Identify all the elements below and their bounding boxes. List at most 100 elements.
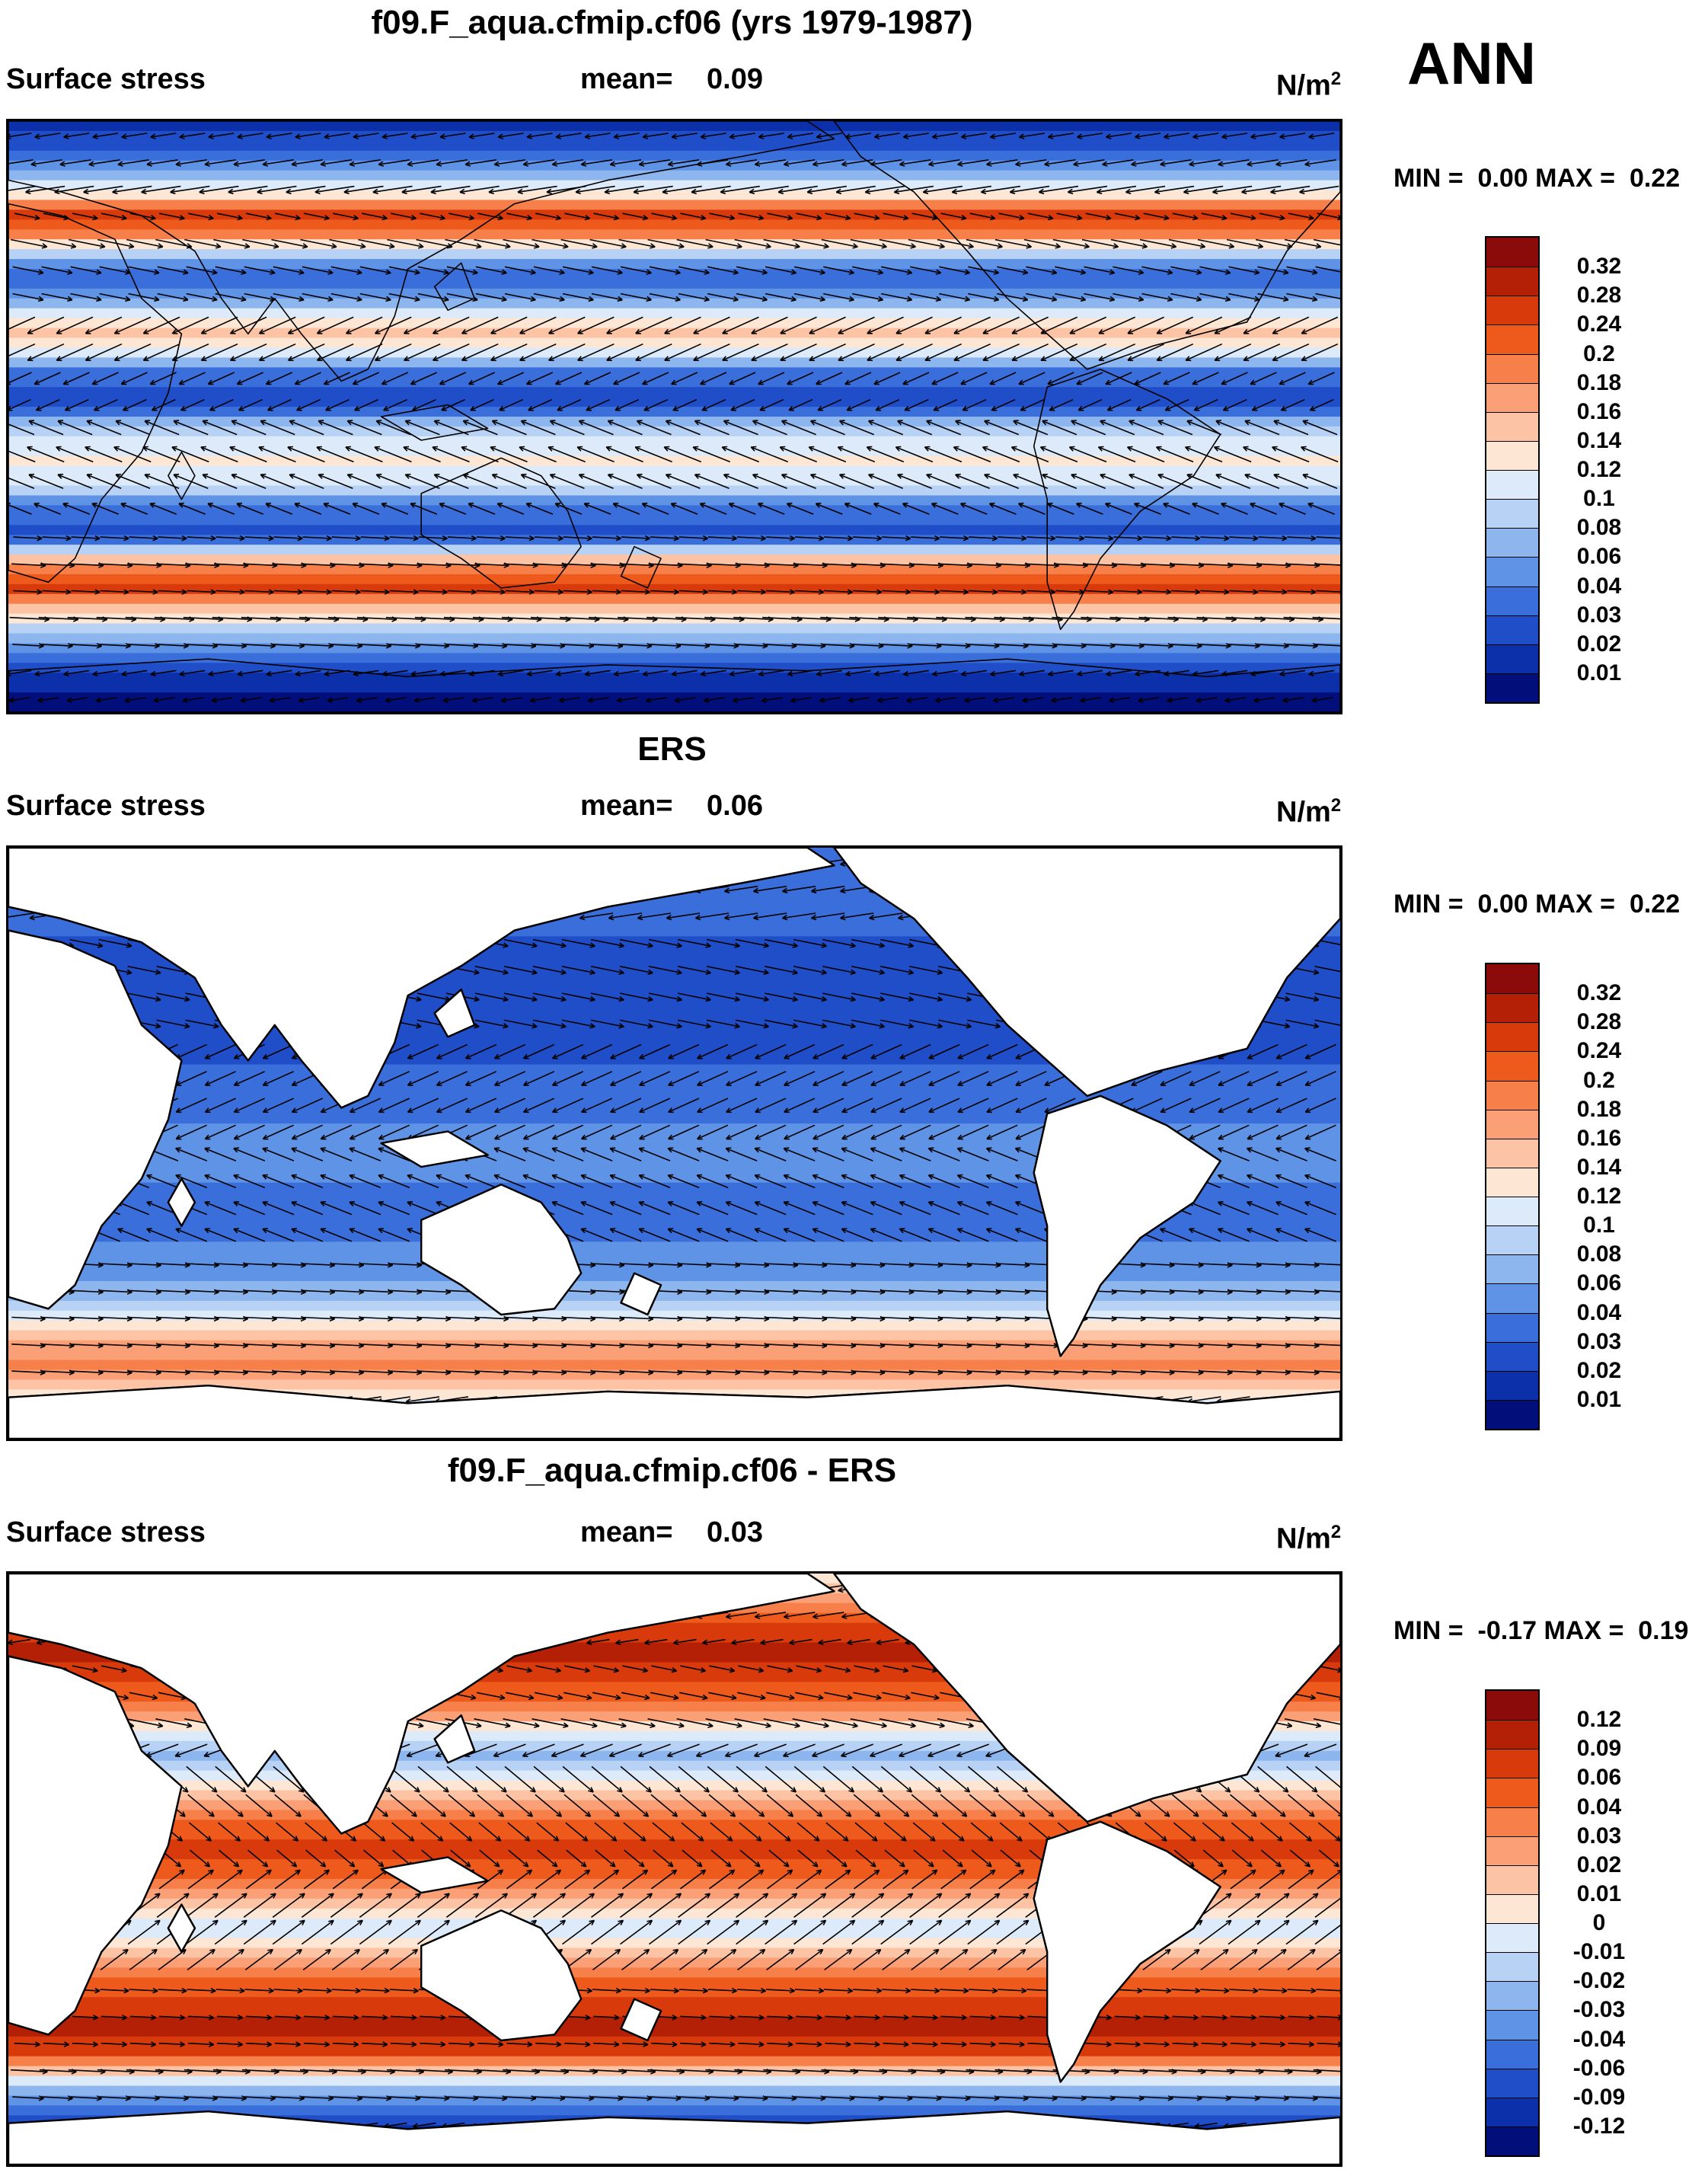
stress-vector — [707, 292, 739, 301]
stress-vector — [172, 343, 209, 361]
stress-vector-head — [1196, 296, 1202, 302]
stress-vector — [1113, 536, 1142, 539]
stress-vector — [1285, 992, 1319, 1001]
stress-vector — [243, 563, 278, 567]
stress-vector-head — [1185, 446, 1191, 452]
stress-vector — [841, 1743, 873, 1757]
stress-vector-head — [607, 420, 614, 426]
stress-vector-head — [1253, 535, 1259, 542]
stress-vector-head — [1304, 1053, 1311, 1059]
stress-vector-head — [792, 942, 798, 948]
stress-vector-head — [1125, 188, 1132, 195]
stress-vector — [1055, 590, 1084, 593]
stress-vector — [1193, 398, 1218, 411]
stress-vector-head — [589, 1023, 595, 1029]
stress-vector — [273, 590, 303, 593]
stress-vector-head — [343, 188, 350, 195]
stress-vector-head — [8, 502, 11, 508]
stress-vector-head — [318, 473, 324, 479]
stress-vector-head — [673, 1639, 679, 1645]
stress-vector-head — [754, 1613, 761, 1619]
stress-vector-head — [897, 420, 903, 426]
stress-vector — [503, 992, 538, 1001]
stress-vector — [98, 563, 132, 567]
stress-vector — [504, 292, 536, 301]
stress-vector — [30, 159, 62, 165]
stress-band — [8, 623, 1340, 634]
stress-vector — [758, 372, 785, 385]
stress-vector-head — [986, 1080, 992, 1086]
stress-vector-head — [844, 1667, 851, 1673]
stress-vector — [272, 563, 307, 567]
stress-vector-head — [841, 1134, 848, 1140]
stress-vector-head — [1106, 133, 1112, 139]
stress-vector-head — [991, 535, 998, 542]
stress-vector-head — [150, 670, 156, 677]
stress-vector — [445, 1316, 480, 1320]
stress-vector-head — [1167, 697, 1173, 703]
stress-vector — [904, 398, 929, 411]
stress-vector-head — [1013, 473, 1019, 479]
stress-vector — [1250, 372, 1277, 385]
stress-vector-head — [522, 1752, 528, 1758]
stress-vector-head — [1186, 473, 1192, 479]
stress-vector-head — [1067, 188, 1074, 195]
stress-vector-head — [471, 697, 478, 703]
stress-vector-head — [1160, 1080, 1167, 1086]
stress-vector — [940, 590, 969, 593]
stress-vector-head — [873, 379, 880, 385]
stress-vector — [387, 238, 424, 248]
stress-vector-head — [180, 405, 187, 411]
stress-vector-head — [725, 1613, 732, 1619]
stress-vector-head — [1080, 296, 1087, 302]
stress-vector-head — [702, 1639, 708, 1645]
stress-vector-head — [819, 296, 825, 302]
stress-vector-head — [442, 535, 448, 542]
stress-vector — [292, 1124, 323, 1140]
stress-band — [8, 1967, 1340, 1979]
stress-vector — [610, 1071, 642, 1086]
stress-vector-head — [621, 1722, 627, 1728]
stress-vector-head — [725, 1147, 732, 1153]
stress-vector-head — [867, 328, 873, 334]
panel2-units: N/m2 — [1276, 795, 1342, 829]
stress-vector-head — [1164, 405, 1171, 411]
stress-vector-head — [178, 379, 185, 385]
stress-vector — [1304, 1147, 1336, 1161]
stress-vector — [551, 1743, 584, 1757]
panel1-units: N/m2 — [1276, 69, 1342, 102]
stress-vector — [928, 1147, 960, 1161]
stress-vector — [330, 292, 362, 301]
stress-vector — [69, 238, 105, 248]
stress-vector — [146, 1228, 179, 1242]
stress-vector — [678, 292, 710, 301]
stress-vector-head — [783, 1201, 790, 1206]
stress-vector — [1299, 185, 1339, 193]
stress-vector-head — [233, 1174, 239, 1180]
stress-vector — [504, 1765, 536, 1793]
stress-vector — [522, 1174, 555, 1189]
stress-vector — [552, 159, 584, 165]
stress-vector-head — [1192, 133, 1199, 139]
stress-vector — [638, 1228, 671, 1242]
stress-vector-head — [646, 269, 652, 275]
stress-vector — [649, 1765, 681, 1793]
stress-vector — [121, 669, 148, 676]
stress-vector-head — [726, 1134, 732, 1140]
stress-vector-head — [812, 1228, 819, 1234]
stress-vector — [986, 1124, 1018, 1140]
stress-vector — [154, 616, 194, 621]
stress-vector-head — [113, 446, 120, 452]
stress-vector — [40, 1344, 75, 1347]
stress-band — [8, 1849, 1340, 1860]
stress-vector — [56, 446, 94, 463]
stress-vector — [186, 644, 218, 647]
coastline — [8, 203, 183, 583]
stress-vector — [13, 536, 43, 539]
stress-vector — [849, 616, 889, 621]
stress-vector-head — [63, 670, 69, 677]
stress-vector — [62, 372, 90, 385]
stress-vector — [552, 1098, 584, 1113]
stress-vector — [418, 536, 448, 539]
stress-vector — [374, 446, 412, 463]
